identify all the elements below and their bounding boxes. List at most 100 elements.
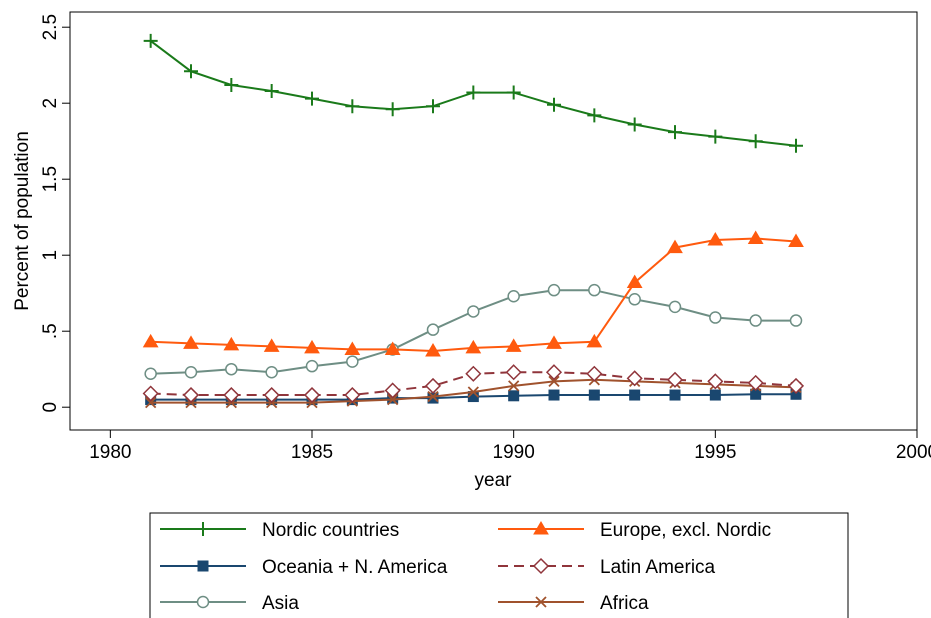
- data-point: [586, 365, 603, 382]
- data-point: [467, 386, 479, 398]
- legend-label: Nordic countries: [262, 520, 399, 541]
- legend-marker: [532, 557, 550, 575]
- data-point: [707, 373, 724, 390]
- data-point: [142, 333, 159, 348]
- data-point: [505, 338, 522, 352]
- data-point: [427, 392, 439, 404]
- data-point: [142, 385, 159, 402]
- legend-item: Latin America: [498, 557, 716, 578]
- data-point: [545, 364, 563, 381]
- data-point: [184, 64, 198, 79]
- data-point: [223, 386, 240, 404]
- data-point: [143, 33, 158, 48]
- legend-label: Asia: [262, 593, 299, 614]
- data-point: [344, 341, 361, 355]
- data-point: [425, 342, 441, 357]
- data-point: [787, 377, 805, 394]
- data-point: [788, 233, 804, 248]
- series-europe-excl-nordic: [142, 230, 804, 357]
- data-point: [547, 283, 561, 297]
- legend-label: Africa: [600, 593, 649, 614]
- legend-item: Europe, excl. Nordic: [498, 520, 771, 541]
- data-point: [586, 333, 603, 348]
- data-point: [466, 85, 481, 100]
- legend-label: Oceania + N. America: [262, 557, 448, 578]
- data-point: [426, 99, 440, 114]
- x-tick-label: 1980: [89, 442, 131, 463]
- data-point: [507, 289, 520, 303]
- legend-item: Nordic countries: [160, 520, 399, 541]
- data-point: [666, 371, 684, 388]
- data-point: [747, 374, 764, 391]
- series-latin-america: [142, 364, 805, 404]
- data-point: [465, 365, 482, 382]
- data-point: [265, 365, 278, 379]
- data-point: [384, 382, 401, 399]
- series-nordic-countries: [143, 33, 803, 153]
- x-tick-label: 1995: [694, 442, 736, 463]
- data-point: [225, 362, 238, 376]
- data-point: [345, 99, 360, 114]
- x-tick-label: 1985: [291, 442, 333, 463]
- data-point: [467, 305, 480, 318]
- legend: Nordic countries Europe, excl. Nordic Ocea…: [160, 520, 771, 614]
- x-axis-label: year: [475, 470, 513, 491]
- data-point: [144, 367, 157, 381]
- legend-marker: [196, 595, 210, 609]
- data-point: [548, 375, 560, 387]
- data-point: [304, 339, 320, 354]
- legend-label: Europe, excl. Nordic: [600, 520, 771, 541]
- data-point: [668, 125, 682, 140]
- x-tick-label: 1990: [493, 442, 535, 463]
- y-tick-label: 2: [40, 98, 61, 109]
- data-point: [668, 300, 682, 314]
- data-point: [749, 314, 762, 327]
- data-point: [709, 311, 722, 324]
- data-point: [626, 274, 643, 289]
- data-point: [627, 117, 642, 132]
- data-point: [628, 293, 641, 306]
- legend-label: Latin America: [600, 557, 716, 578]
- data-point: [305, 91, 319, 106]
- data-point: [465, 339, 482, 354]
- legend-item: Oceania + N. America: [160, 557, 448, 578]
- data-point: [346, 355, 359, 368]
- data-point: [789, 314, 803, 327]
- data-point: [384, 341, 401, 355]
- data-point: [223, 336, 240, 351]
- plot-frame: [69, 11, 918, 431]
- data-point: [747, 230, 764, 244]
- data-point: [588, 283, 601, 297]
- data-point: [344, 386, 361, 404]
- data-point: [303, 386, 321, 404]
- y-tick-label: 1.5: [40, 166, 61, 192]
- y-tick-label: 2.5: [40, 14, 61, 40]
- data-point: [224, 77, 239, 92]
- y-axis-label: Percent of population: [12, 131, 33, 311]
- data-point: [708, 129, 723, 144]
- data-point: [426, 323, 440, 336]
- data-point: [709, 389, 721, 401]
- data-point: [305, 359, 319, 373]
- legend-marker: [533, 521, 549, 535]
- data-point: [707, 232, 724, 246]
- data-point: [424, 377, 442, 394]
- legend-item: Africa: [498, 593, 649, 614]
- y-tick-label: 1: [40, 250, 61, 261]
- legend-marker: [197, 560, 209, 572]
- data-point: [184, 365, 198, 379]
- data-point: [385, 102, 400, 117]
- y-tick-label: .5: [40, 323, 61, 339]
- y-tick-label: 0: [40, 402, 61, 413]
- data-point: [387, 393, 399, 406]
- data-point: [145, 397, 157, 409]
- data-point: [748, 134, 763, 149]
- data-point: [669, 389, 681, 401]
- data-point: [427, 390, 439, 403]
- data-point: [626, 370, 643, 387]
- data-point: [629, 389, 641, 401]
- data-point: [588, 389, 600, 401]
- legend-marker: [535, 596, 547, 608]
